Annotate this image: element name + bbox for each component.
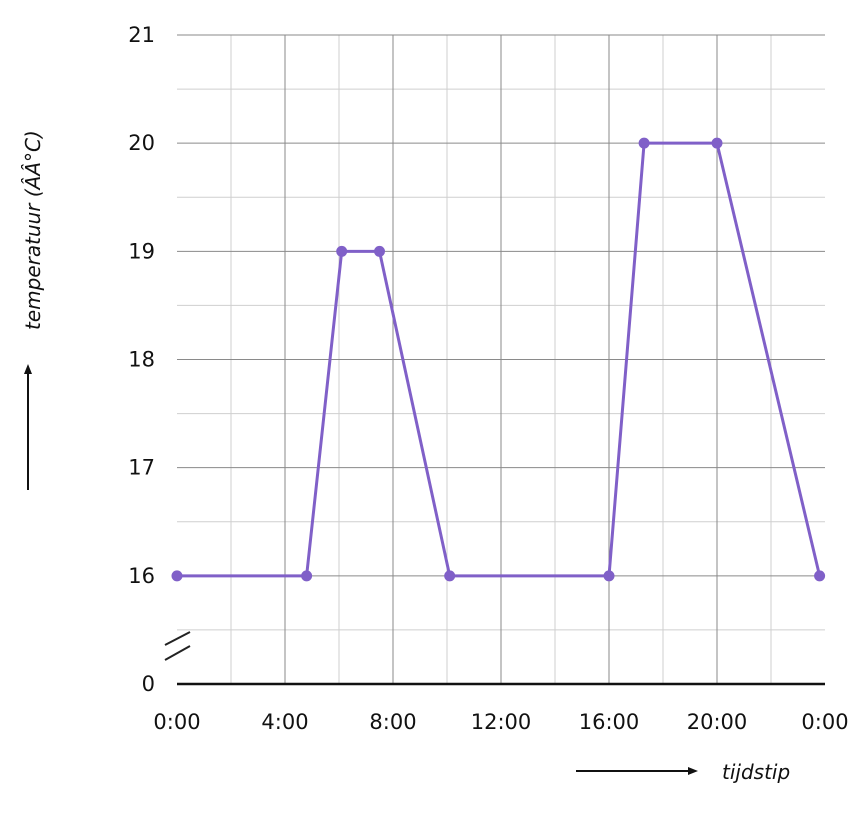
y-tick-label: 0 — [142, 672, 155, 696]
data-series — [171, 137, 826, 582]
x-tick-label: 16:00 — [579, 710, 640, 734]
data-point — [603, 570, 615, 582]
axis-break-icon — [164, 631, 191, 661]
data-point — [638, 137, 650, 149]
data-point — [171, 570, 183, 582]
x-tick-label: 20:00 — [687, 710, 748, 734]
x-tick-labels: 0:00 4:00 8:00 12:00 16:00 20:00 0:00 — [153, 710, 848, 734]
y-tick-label: 18 — [128, 348, 155, 372]
x-tick-label: 4:00 — [261, 710, 308, 734]
x-tick-label: 8:00 — [369, 710, 416, 734]
data-point — [444, 570, 456, 582]
y-tick-label: 16 — [128, 564, 155, 588]
x-tick-label: 12:00 — [471, 710, 532, 734]
data-point — [374, 245, 385, 257]
major-gridlines — [177, 34, 825, 684]
data-point — [301, 570, 313, 582]
y-tick-label: 19 — [128, 239, 155, 263]
x-tick-label: 0:00 — [801, 710, 848, 734]
data-point — [711, 137, 723, 149]
y-axis-label: temperatuur (ÂÂ°C) — [21, 130, 45, 330]
y-tick-label: 17 — [128, 456, 155, 480]
y-tick-label: 20 — [128, 131, 155, 155]
x-axis-label: tijdstip — [722, 760, 790, 784]
x-tick-label: 0:00 — [153, 710, 200, 734]
y-tick-label: 21 — [128, 23, 155, 47]
data-point — [814, 570, 826, 582]
data-point — [336, 245, 348, 257]
y-tick-labels: 0 16 17 18 19 20 21 — [128, 23, 155, 696]
